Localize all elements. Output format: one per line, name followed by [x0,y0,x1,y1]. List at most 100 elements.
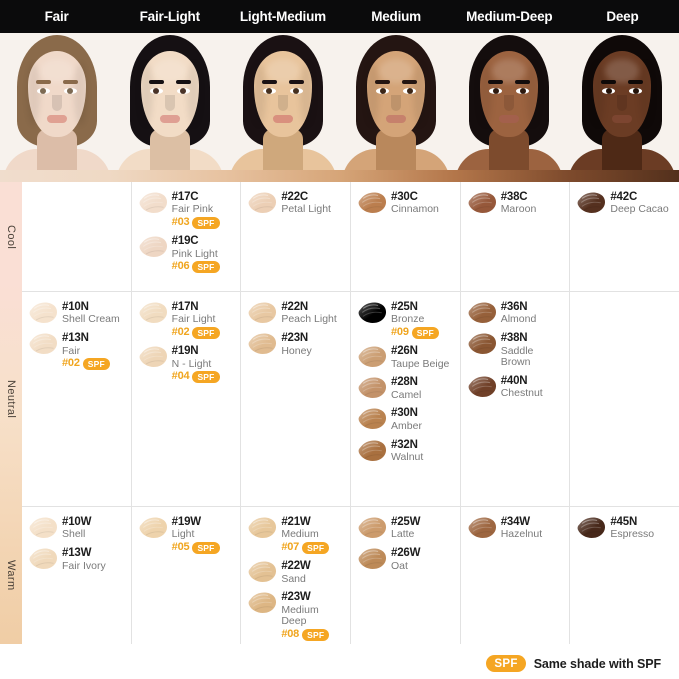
shade-name: Shell [62,528,86,541]
spf-badge: SPF [192,542,220,555]
shade-name: Shell Cream [62,313,120,326]
column-header-medium: Medium [371,9,421,24]
spf-badge: SPF [192,261,220,274]
shade-entry[interactable]: #28N Camel [357,375,456,401]
shade-entry[interactable]: #38N Saddle Brown [467,331,566,369]
shade-swatch-icon [576,516,606,539]
shade-entry[interactable]: #45N Espresso [576,515,675,541]
shade-code: #22C [281,191,309,203]
shade-entry[interactable]: #13W Fair Ivory [28,546,127,572]
shade-text: #28N Camel [391,375,421,401]
shade-text: #17C Fair Pink #03 SPF [172,190,220,230]
cell-warm-medium: #25W Latte #26W Oat [351,507,461,644]
shade-entry[interactable]: #38C Maroon [467,190,566,216]
shade-code: #25N [391,301,418,313]
shade-entry[interactable]: #30C Cinnamon [357,190,456,216]
model-fair-light [113,33,227,173]
undertone-label-text: Cool [5,224,17,250]
shade-entry[interactable]: #36N Almond [467,300,566,326]
cell-warm-light-medium: #21W Medium #07 SPF #22W Sand #23W Medium Deep #… [241,507,352,644]
shade-code: #10W [62,516,92,528]
shade-entry[interactable]: #19C Pink Light #06 SPF [138,234,237,274]
shade-code: #13N [62,332,89,345]
shade-entry[interactable]: #17C Fair Pink #03 SPF [138,190,237,230]
legend-label: Same shade with SPF [533,656,661,671]
spf-badge: SPF [82,358,110,371]
shade-swatch-icon [357,376,387,399]
shade-entry[interactable]: #17N Fair Light #02 SPF [138,300,237,340]
spf-shade-code: #07 [281,541,300,554]
shade-name: Cinnamon [391,203,439,216]
shade-text: #23W Medium Deep #08 SPF [281,590,345,642]
shade-entry[interactable]: #10N Shell Cream [28,300,127,326]
shade-code: #32N [391,438,418,451]
shade-entry[interactable]: #25W Latte [357,515,456,541]
shade-grid-wrapper: Cool Neutral Warm #17C Fair Pink #03 SPF #19C P… [0,182,679,679]
shade-swatch-icon [138,516,168,539]
spf-line: #07 SPF [281,541,330,555]
shade-row-cool: #17C Fair Pink #03 SPF #19C Pink Light #06 SPF #… [22,182,679,292]
shade-swatch-icon [247,560,277,583]
shade-name: Fair Ivory [62,559,106,572]
shade-entry[interactable]: #23N Honey [247,331,346,357]
shade-swatch-icon [28,547,58,570]
shade-entry[interactable]: #23W Medium Deep #08 SPF [247,590,346,642]
shade-entry[interactable]: #32N Walnut [357,438,456,464]
shade-entry[interactable]: #30N Amber [357,406,456,432]
shade-name: Light [171,528,195,541]
shade-code: #40N [500,375,528,388]
shade-entry[interactable]: #21W Medium #07 SPF [247,515,346,555]
shade-entry[interactable]: #25N Bronze #09 SPF [357,300,456,340]
model-medium-deep [452,33,566,173]
shade-text: #26W Oat [391,546,420,572]
shade-code: #19N [171,345,199,358]
shade-text: #34W Hazelnut [501,515,542,541]
shade-name: Pink Light [171,247,218,260]
shade-code: #26N [391,345,418,358]
shade-text: #10N Shell Cream [62,300,120,326]
shade-name: Saddle Brown [500,344,534,369]
shade-entry[interactable]: #19N N - Light #04 SPF [138,344,237,384]
shade-entry[interactable]: #10W Shell [28,515,127,541]
shade-entry[interactable]: #19W Light #05 SPF [138,515,237,555]
shade-name: Camel [391,388,422,401]
shade-entry[interactable]: #22C Petal Light [247,190,346,216]
shade-entry[interactable]: #42C Deep Cacao [576,190,675,216]
shade-entry[interactable]: #34W Hazelnut [467,515,566,541]
cell-neutral-fair: #10N Shell Cream #13N Fair #02 SPF [22,292,132,506]
shade-entry[interactable]: #40N Chestnut [467,374,566,400]
shade-swatch-icon [28,301,58,324]
shade-name: Medium Deep [281,603,319,628]
shade-text: #19N N - Light #04 SPF [171,344,220,384]
shade-entry[interactable]: #26N Taupe Beige [357,344,456,370]
shade-name: Fair [62,344,81,357]
shade-name: Taupe Beige [391,357,450,370]
spf-badge: SPF [302,629,330,642]
shade-name: Latte [391,528,415,541]
shade-entry[interactable]: #22N Peach Light [247,300,346,326]
cell-neutral-medium: #25N Bronze #09 SPF #26N Taupe Beige #28N Camel… [351,292,461,506]
shade-name: Hazelnut [500,528,543,541]
shade-swatch-icon [357,407,387,430]
shade-name: Petal Light [281,203,331,216]
shade-name: Peach Light [281,313,337,326]
undertone-label-column: Cool Neutral Warm [0,182,22,644]
shade-entry[interactable]: #26W Oat [357,546,456,572]
spf-shade-code: #02 [62,357,80,370]
shade-swatch-icon [357,191,387,214]
shade-name: Fair Light [171,313,216,326]
shade-entry[interactable]: #13N Fair #02 SPF [28,331,127,371]
model-medium [339,33,453,173]
shade-code: #21W [281,516,311,528]
shade-swatch-icon [357,516,387,539]
shade-entry[interactable]: #22W Sand [247,559,346,585]
shade-code: #42C [610,191,638,203]
shade-name: Chestnut [500,387,543,400]
spf-badge: SPF [192,371,220,384]
shade-code: #26W [391,547,421,560]
shade-text: #21W Medium #07 SPF [281,515,330,555]
cell-cool-deep: #42C Deep Cacao [570,182,679,291]
cell-warm-deep: #45N Espresso [570,507,679,644]
shade-code: #22N [281,301,309,313]
spf-line: #02 SPF [172,326,220,340]
